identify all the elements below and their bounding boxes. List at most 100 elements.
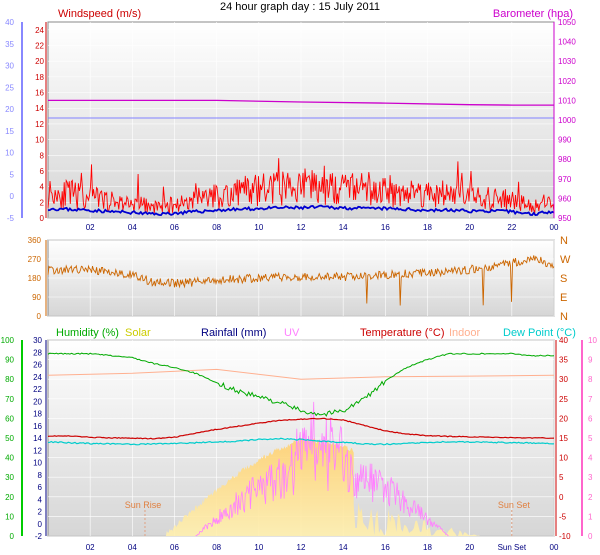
direction-tick: 360 — [28, 236, 42, 245]
rainfall-tick: 28 — [33, 348, 42, 357]
climate-panel-legend: Humidity (%) Solar Rainfall (mm) UV Temperat… — [56, 327, 576, 339]
rainfall-tick: 8 — [38, 471, 43, 480]
time-tick: 04 — [128, 223, 137, 232]
compass-label: S — [560, 273, 567, 285]
direction-tick: 0 — [37, 312, 42, 321]
barometer-tick: 970 — [558, 175, 572, 184]
windspeed-tick: 14 — [35, 104, 44, 113]
barometer-tick: 1020 — [558, 77, 576, 86]
windspeed-tick: 16 — [35, 89, 44, 98]
time-tick: 00 — [550, 543, 559, 552]
outer-tick: 15 — [5, 127, 14, 136]
humidity-tick: 60 — [5, 414, 14, 423]
compass-label: W — [560, 254, 571, 266]
time-tick: 02 — [86, 543, 95, 552]
legend-item: UV — [284, 327, 300, 339]
humidity-tick: 70 — [5, 395, 14, 404]
barometer-line — [48, 99, 554, 106]
time-tick: 08 — [212, 223, 221, 232]
humidity-tick: 20 — [5, 493, 14, 502]
time-tick: Sun Set — [498, 543, 527, 552]
barometer-tick: 1000 — [558, 116, 576, 125]
time-tick: 12 — [297, 223, 306, 232]
rainfall-tick: 2 — [38, 508, 43, 517]
legend-item: Humidity (%) — [56, 327, 119, 339]
barometer-tick: 1040 — [558, 38, 576, 47]
direction-tick: 270 — [28, 255, 42, 264]
time-tick: 02 — [86, 223, 95, 232]
legend-item: Temperature (°C) — [360, 327, 444, 339]
barometer-tick: 1050 — [558, 18, 576, 27]
rainfall-tick: 14 — [33, 434, 42, 443]
uv-tick: 5 — [588, 434, 593, 443]
rainfall-tick: -2 — [35, 532, 43, 541]
temperature-tick: 10 — [559, 454, 568, 463]
compass-label: N — [560, 235, 568, 247]
time-tick: 06 — [170, 223, 179, 232]
barometer-tick: 980 — [558, 155, 572, 164]
outer-tick: 10 — [5, 149, 14, 158]
time-tick: 14 — [339, 223, 348, 232]
humidity-tick: 80 — [5, 375, 14, 384]
direction-panel-grid — [48, 239, 555, 317]
humidity-tick: 10 — [5, 512, 14, 521]
windspeed-tick: 10 — [35, 136, 44, 145]
time-tick: 08 — [212, 543, 221, 552]
humidity-tick: 90 — [5, 356, 14, 365]
time-tick: 18 — [423, 543, 432, 552]
temperature-tick: 30 — [559, 375, 568, 384]
windspeed-line — [47, 158, 555, 215]
humidity-tick: 40 — [5, 454, 14, 463]
climate-panel-series: Sun Rise Sun Set — [47, 352, 555, 537]
rainfall-tick: 10 — [33, 459, 42, 468]
uv-tick: 8 — [588, 375, 593, 384]
rainfall-tick: 22 — [33, 385, 42, 394]
wind-direction-line — [47, 255, 555, 306]
windspeed-tick: 4 — [40, 183, 45, 192]
rainfall-tick: 16 — [33, 422, 42, 431]
legend-item: Solar — [125, 327, 151, 339]
legend-item: Indoor — [449, 327, 481, 339]
temperature-tick: 15 — [559, 434, 568, 443]
compass-label: N — [560, 311, 568, 323]
time-tick: 06 — [170, 543, 179, 552]
uv-line — [195, 401, 449, 537]
time-tick: 10 — [254, 543, 263, 552]
uv-tick: 4 — [588, 454, 593, 463]
uv-tick: 6 — [588, 414, 593, 423]
time-tick: 16 — [381, 543, 390, 552]
outer-tick: 35 — [5, 40, 14, 49]
time-tick: 14 — [339, 543, 348, 552]
rainfall-tick: 26 — [33, 361, 42, 370]
temperature-tick: 25 — [559, 395, 568, 404]
chart-title: 24 hour graph day : 15 July 2011 — [220, 1, 380, 13]
rainfall-tick: 24 — [33, 373, 42, 382]
windspeed-tick: 18 — [35, 73, 44, 82]
windspeed-tick: 20 — [35, 57, 44, 66]
windspeed-tick: 12 — [35, 120, 44, 129]
temperature-tick: -10 — [559, 532, 571, 541]
solar-area — [163, 438, 481, 536]
barometer-tick: 990 — [558, 136, 572, 145]
outer-tick: 5 — [10, 170, 15, 179]
outer-tick: 25 — [5, 83, 14, 92]
legend-item: Dew Point (°C) — [503, 327, 576, 339]
barometer-tick: 950 — [558, 214, 572, 223]
humidity-tick: 50 — [5, 434, 14, 443]
legend-item: Rainfall (mm) — [201, 327, 266, 339]
temperature-tick: 5 — [559, 473, 564, 482]
windspeed-tick: 6 — [40, 167, 45, 176]
time-tick: 22 — [507, 223, 516, 232]
windspeed-tick: 8 — [40, 151, 45, 160]
sunset-annotation: Sun Set — [498, 500, 531, 510]
wind-panel-series — [47, 99, 555, 217]
rainfall-tick: 6 — [38, 483, 43, 492]
time-tick: 16 — [381, 223, 390, 232]
barometer-tick: 1030 — [558, 57, 576, 66]
temperature-tick: 0 — [559, 493, 564, 502]
temperature-line — [47, 417, 555, 440]
windspeed-tick: 2 — [40, 198, 45, 207]
rainfall-tick: 30 — [33, 336, 42, 345]
outer-tick: 0 — [10, 192, 15, 201]
